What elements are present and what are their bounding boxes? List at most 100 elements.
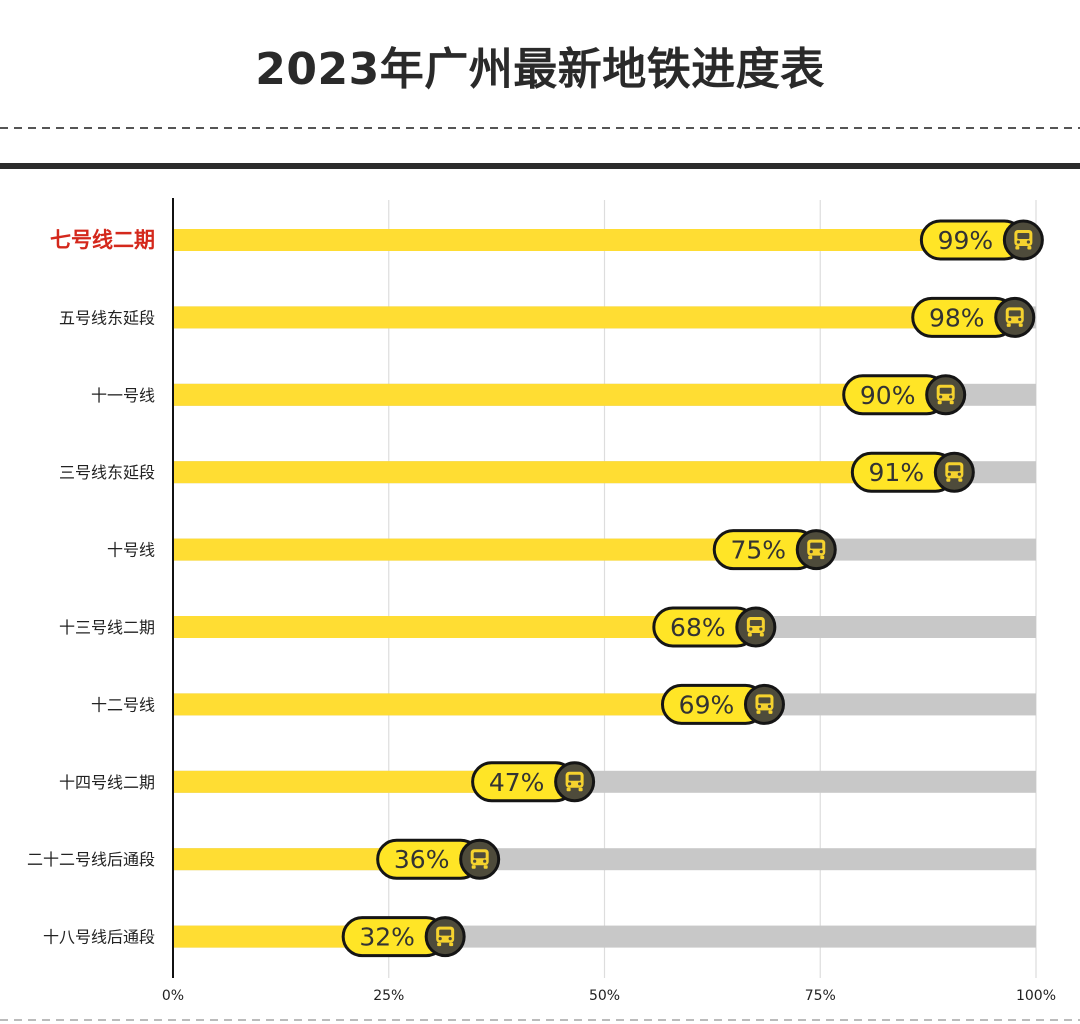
progress-badge: 36% xyxy=(376,838,501,880)
badge-value-label: 68% xyxy=(670,613,726,642)
badge-value-label: 90% xyxy=(860,381,916,410)
train-wheel xyxy=(566,787,571,792)
train-icon xyxy=(735,606,777,648)
train-wheel xyxy=(808,555,813,560)
category-label: 十三号线二期 xyxy=(59,618,155,637)
train-wheel xyxy=(937,400,942,405)
progress-badge: 99% xyxy=(919,219,1044,261)
chart-title: 2023年广州最新地铁进度表 xyxy=(255,44,825,95)
train-wheel xyxy=(1018,323,1023,327)
train-headlight xyxy=(759,627,763,631)
train-wheel xyxy=(759,633,764,637)
bar-fill xyxy=(173,461,959,484)
train-icon xyxy=(554,761,596,803)
category-label: 十四号线二期 xyxy=(59,773,155,792)
train-window xyxy=(749,620,762,626)
progress-badge: 98% xyxy=(911,296,1036,338)
x-tick-labels: 0% 25% 50% 75% 100% xyxy=(162,988,1056,1004)
train-wheel xyxy=(949,400,954,405)
train-headlight xyxy=(1008,317,1012,321)
badge-value-label: 47% xyxy=(489,768,545,797)
train-wheel xyxy=(1027,246,1032,250)
progress-badge: 69% xyxy=(660,683,785,725)
badge-value-label: 98% xyxy=(929,303,985,332)
train-wheel xyxy=(471,865,476,869)
badge-value-label: 69% xyxy=(679,690,735,719)
train-window xyxy=(1017,233,1030,239)
badge-value-label: 99% xyxy=(938,226,994,255)
train-window xyxy=(1008,310,1021,317)
bar-fill xyxy=(173,538,821,561)
train-headlight xyxy=(1026,240,1030,244)
train-headlight xyxy=(483,859,487,863)
train-wheel xyxy=(747,633,752,637)
train-headlight xyxy=(473,859,477,863)
train-headlight xyxy=(568,782,572,786)
x-tick-label: 75% xyxy=(805,988,836,1004)
bars xyxy=(173,229,1036,948)
train-wheel xyxy=(449,942,454,947)
badge-value-label: 75% xyxy=(730,536,786,565)
train-headlight xyxy=(947,472,951,476)
x-tick-label: 25% xyxy=(373,988,404,1004)
bar-fill xyxy=(173,693,769,716)
progress-badge: 75% xyxy=(712,529,837,571)
train-headlight xyxy=(939,395,943,399)
train-wheel xyxy=(1006,323,1011,327)
category-label: 十二号线 xyxy=(91,695,155,714)
train-headlight xyxy=(448,937,452,941)
train-icon xyxy=(424,916,466,958)
train-wheel xyxy=(820,555,825,560)
category-label: 五号线东延段 xyxy=(59,308,155,327)
train-headlight xyxy=(809,550,813,554)
progress-badge: 91% xyxy=(850,451,975,493)
title-divider-dashed xyxy=(0,127,1080,129)
bar-fill xyxy=(173,383,950,406)
bar-fill xyxy=(173,229,1028,251)
train-window xyxy=(810,542,823,549)
train-icon xyxy=(743,683,785,725)
train-headlight xyxy=(578,782,582,786)
x-tick-label: 0% xyxy=(162,988,184,1004)
train-wheel xyxy=(768,710,773,714)
progress-badge: 90% xyxy=(842,374,967,416)
x-tick-label: 100% xyxy=(1016,988,1056,1004)
train-headlight xyxy=(438,937,442,941)
category-label: 三号线东延段 xyxy=(59,463,155,482)
train-window xyxy=(758,697,771,704)
train-wheel xyxy=(756,710,761,714)
train-wheel xyxy=(958,478,963,482)
train-headlight xyxy=(1016,240,1020,244)
progress-badges: 99% 98% 90% 91% 75% 68% 69% 47% 36% 32% xyxy=(341,219,1044,958)
x-tick-label: 50% xyxy=(589,988,620,1004)
train-wheel xyxy=(578,787,583,792)
badge-value-label: 91% xyxy=(869,458,925,487)
train-icon xyxy=(994,296,1036,338)
footer-divider-dashed xyxy=(0,1019,1080,1021)
badge-value-label: 36% xyxy=(394,845,450,874)
category-label: 十号线 xyxy=(107,541,155,560)
train-headlight xyxy=(757,704,762,709)
train-icon xyxy=(1002,219,1044,261)
train-headlight xyxy=(749,627,753,631)
train-window xyxy=(939,387,952,394)
train-window xyxy=(948,465,961,472)
train-icon xyxy=(459,838,501,880)
title-divider-thick xyxy=(0,163,1080,169)
train-headlight xyxy=(767,704,772,709)
train-window xyxy=(473,852,486,859)
train-wheel xyxy=(483,865,488,869)
progress-badge: 32% xyxy=(341,916,466,958)
category-label: 十一号线 xyxy=(91,386,155,405)
train-headlight xyxy=(957,472,961,476)
category-label: 十八号线后通段 xyxy=(43,928,155,947)
category-label-highlighted: 七号线二期 xyxy=(50,228,155,252)
progress-chart: 七号线二期五号线东延段十一号线三号线东延段十号线十三号线二期十二号线十四号线二期… xyxy=(27,198,1056,1004)
train-icon xyxy=(925,374,967,416)
train-headlight xyxy=(1018,317,1022,321)
train-wheel xyxy=(946,478,951,482)
train-wheel xyxy=(1015,246,1020,250)
bar-fill xyxy=(173,306,1019,329)
train-icon xyxy=(795,529,837,571)
